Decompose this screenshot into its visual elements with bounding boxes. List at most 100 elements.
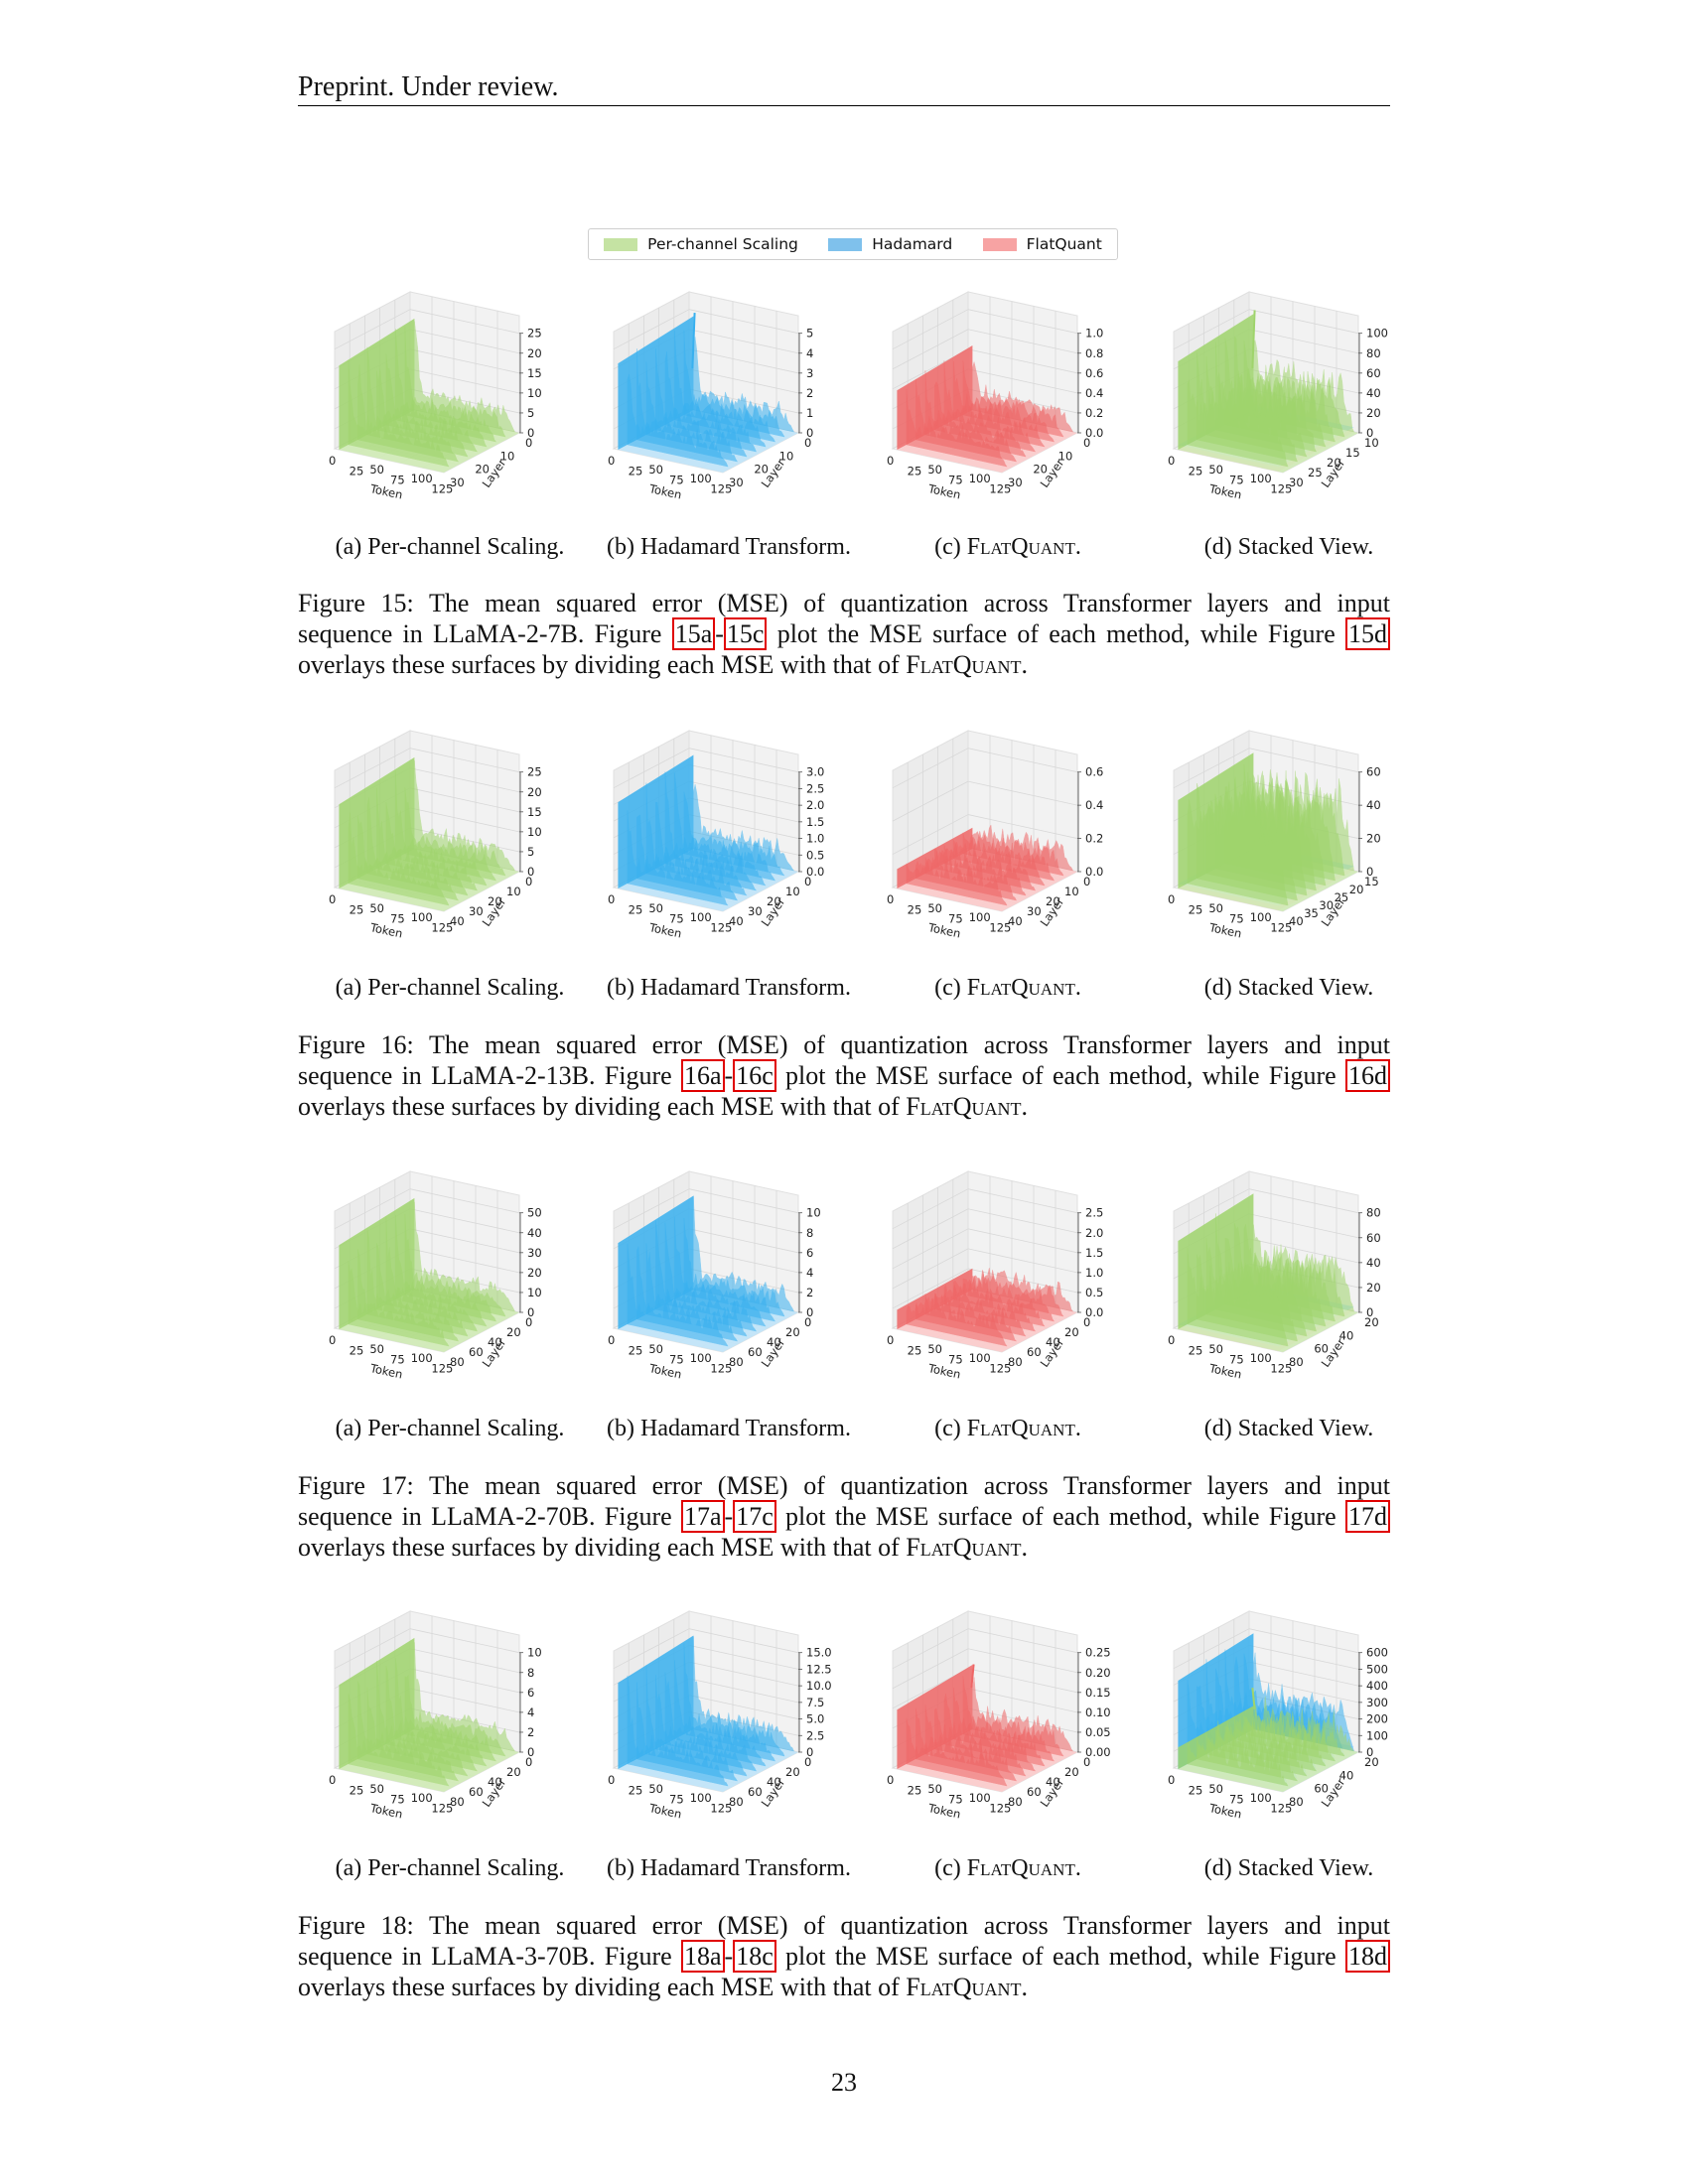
y-tick-label: 30 <box>469 904 484 918</box>
z-tick-label: 20 <box>1366 1281 1381 1295</box>
x-tick-label: 75 <box>1229 1353 1244 1367</box>
mse-surface-plot: 0.0 0.5 1.0 1.5 2.0 2.5 3.0 0 25 50 75 100 125 Token 0… <box>592 705 866 959</box>
x-tick-label: 0 <box>608 892 615 906</box>
z-tick-label: 80 <box>1366 346 1381 360</box>
y-tick-label: 20 <box>1064 1765 1079 1779</box>
figure-ref-link[interactable]: 18a <box>680 1940 725 1973</box>
x-tick-label: 100 <box>690 1791 712 1805</box>
z-tick-label: 0.15 <box>1085 1686 1111 1700</box>
y-tick-label: 10 <box>500 449 515 463</box>
y-tick-label: 20 <box>1364 1315 1379 1329</box>
y-axis-label: Layer <box>480 1335 509 1370</box>
y-tick-label: 10 <box>1058 449 1073 463</box>
grid-line <box>1248 1628 1359 1654</box>
x-axis-label: Token <box>368 481 404 502</box>
z-tick-label: 2 <box>806 1286 813 1299</box>
y-tick-label: 80 <box>1289 1355 1304 1369</box>
mse-surface <box>1178 1688 1358 1792</box>
grid-line <box>613 1188 690 1230</box>
figure-ref-link[interactable]: 16c <box>733 1059 776 1092</box>
subcaption-prefix: (c) <box>934 1416 967 1441</box>
y-tick-label: 40 <box>1289 914 1304 928</box>
grid-line <box>688 1628 799 1654</box>
figure-ref-link[interactable]: 15c <box>723 617 768 650</box>
grid-line <box>892 1268 969 1309</box>
caption-text: plot the MSE surface of each method, whi… <box>767 619 1345 648</box>
grid-line <box>409 348 520 374</box>
caption-line: overlays these surfaces by dividing each… <box>298 1532 1390 1563</box>
grid-line <box>967 348 1078 374</box>
figure-ref-link[interactable]: 17d <box>1345 1500 1390 1533</box>
figure-number: Figure 15: <box>298 589 429 617</box>
z-tick-label: 0 <box>806 426 813 440</box>
figure-ref-link[interactable]: 17c <box>733 1500 776 1533</box>
mse-surface <box>897 824 1077 911</box>
y-tick-label: 20 <box>785 1765 800 1779</box>
x-tick-label: 50 <box>1208 463 1223 477</box>
z-tick-label: 20 <box>527 1266 542 1280</box>
subfigure-caption: (a) Per-channel Scaling. <box>335 534 565 560</box>
x-tick-label: 25 <box>629 465 643 478</box>
figure-ref-link[interactable]: 16d <box>1345 1059 1390 1092</box>
z-tick-label: 4 <box>806 346 813 360</box>
figure-caption: Figure 15: The mean squared error (MSE) … <box>298 588 1390 680</box>
grid-line <box>688 814 799 839</box>
y-tick-label: 40 <box>1008 914 1023 928</box>
figure-ref-link[interactable]: 18c <box>733 1940 776 1973</box>
x-tick-label: 75 <box>948 1353 963 1367</box>
y-tick-label: 10 <box>1364 436 1379 450</box>
y-tick-label: 20 <box>785 1325 800 1339</box>
grid-line <box>1173 1188 1250 1230</box>
grid-line <box>892 309 969 350</box>
figure-ref-link[interactable]: 15d <box>1345 617 1390 650</box>
mse-surface-plot: 0.0 0.5 1.0 1.5 2.0 2.5 0 25 50 75 100 125 Token 0 20 4… <box>871 1146 1145 1400</box>
y-tick-label: 30 <box>1008 476 1023 489</box>
figure-ref-link[interactable]: 15a <box>671 617 716 650</box>
z-tick-label: 15 <box>527 366 542 380</box>
z-tick-label: 15 <box>527 805 542 819</box>
figure-ref-link[interactable]: 16a <box>680 1059 725 1092</box>
z-tick-label: 1.0 <box>1085 1266 1103 1280</box>
caption-text: . <box>1021 1973 1029 2001</box>
y-tick-label: 80 <box>450 1795 465 1809</box>
mse-surface-plot: 0.0 0.2 0.4 0.6 0.8 1.0 0 25 50 75 100 125 Token 0 10 2… <box>871 266 1145 520</box>
grid-line <box>1173 309 1250 350</box>
x-tick-label: 75 <box>948 912 963 926</box>
x-tick-label: 75 <box>390 474 405 487</box>
x-tick-label: 75 <box>1229 1793 1244 1807</box>
figure-ref-link[interactable]: 17a <box>680 1500 725 1533</box>
x-tick-label: 75 <box>948 1793 963 1807</box>
x-tick-label: 100 <box>1250 910 1272 924</box>
y-tick-label: 40 <box>729 914 744 928</box>
y-tick-label: 60 <box>748 1785 763 1799</box>
figure-ref-link[interactable]: 18d <box>1345 1940 1390 1973</box>
subcaption-prefix: (c) <box>934 975 967 1001</box>
surface-spike <box>1251 310 1256 369</box>
mse-surface <box>618 754 798 911</box>
grid-line <box>1248 1661 1359 1687</box>
legend-item-flatquant: FlatQuant <box>982 235 1102 253</box>
x-tick-label: 125 <box>710 1362 732 1376</box>
x-tick-label: 125 <box>431 921 453 935</box>
y-tick-label: 20 <box>506 1765 521 1779</box>
z-tick-label: 6 <box>806 1246 813 1260</box>
x-tick-label: 125 <box>431 1802 453 1816</box>
x-tick-label: 0 <box>1168 892 1175 906</box>
mse-surface <box>339 756 519 911</box>
x-tick-label: 125 <box>431 1362 453 1376</box>
z-tick-label: 0.25 <box>1085 1646 1111 1660</box>
figure-number: Figure 17: <box>298 1471 429 1500</box>
grid-line <box>334 1188 411 1230</box>
x-tick-label: 100 <box>690 910 712 924</box>
subfigure-caption: (d) Stacked View. <box>1203 975 1374 1001</box>
grid-line <box>409 748 520 773</box>
z-tick-label: 60 <box>1366 1231 1381 1245</box>
x-tick-label: 100 <box>969 472 991 485</box>
grid-line <box>892 1208 969 1250</box>
x-tick-label: 75 <box>1229 474 1244 487</box>
x-tick-label: 25 <box>629 1784 643 1798</box>
